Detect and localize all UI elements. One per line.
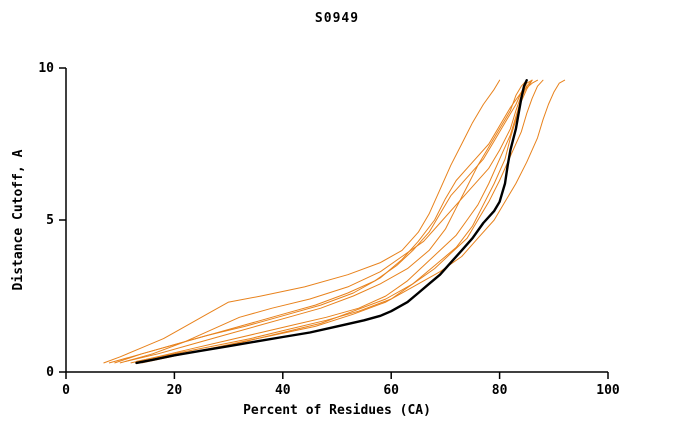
series-model-2 [114, 79, 528, 364]
series-model-9 [108, 79, 538, 364]
y-tick-label-10: 10 [38, 61, 54, 76]
x-tick-label-60: 60 [383, 383, 399, 398]
series-model-6 [119, 79, 533, 364]
series-model-5 [141, 79, 566, 364]
chart-title: S0949 [315, 11, 359, 26]
y-tick-label-0: 0 [46, 365, 54, 380]
series-model-8 [136, 79, 533, 364]
x-tick-label-20: 20 [167, 383, 183, 398]
x-tick-label-100: 100 [596, 383, 620, 398]
y-axis-label: Distance Cutoff, A [11, 149, 26, 290]
y-tick-label-5: 5 [46, 213, 54, 228]
series-model-3 [130, 79, 533, 364]
axes-layer: 0 20 40 60 80 100 0 5 10 [38, 61, 620, 398]
series-consensus [135, 78, 528, 365]
x-tick-label-80: 80 [492, 383, 508, 398]
x-axis-label: Percent of Residues (CA) [243, 403, 431, 418]
series-model-1 [103, 79, 501, 364]
x-tick-label-0: 0 [62, 383, 70, 398]
series-layer [103, 78, 566, 365]
x-tick-label-40: 40 [275, 383, 291, 398]
series-model-7 [125, 79, 528, 362]
series-model-4 [136, 79, 544, 362]
